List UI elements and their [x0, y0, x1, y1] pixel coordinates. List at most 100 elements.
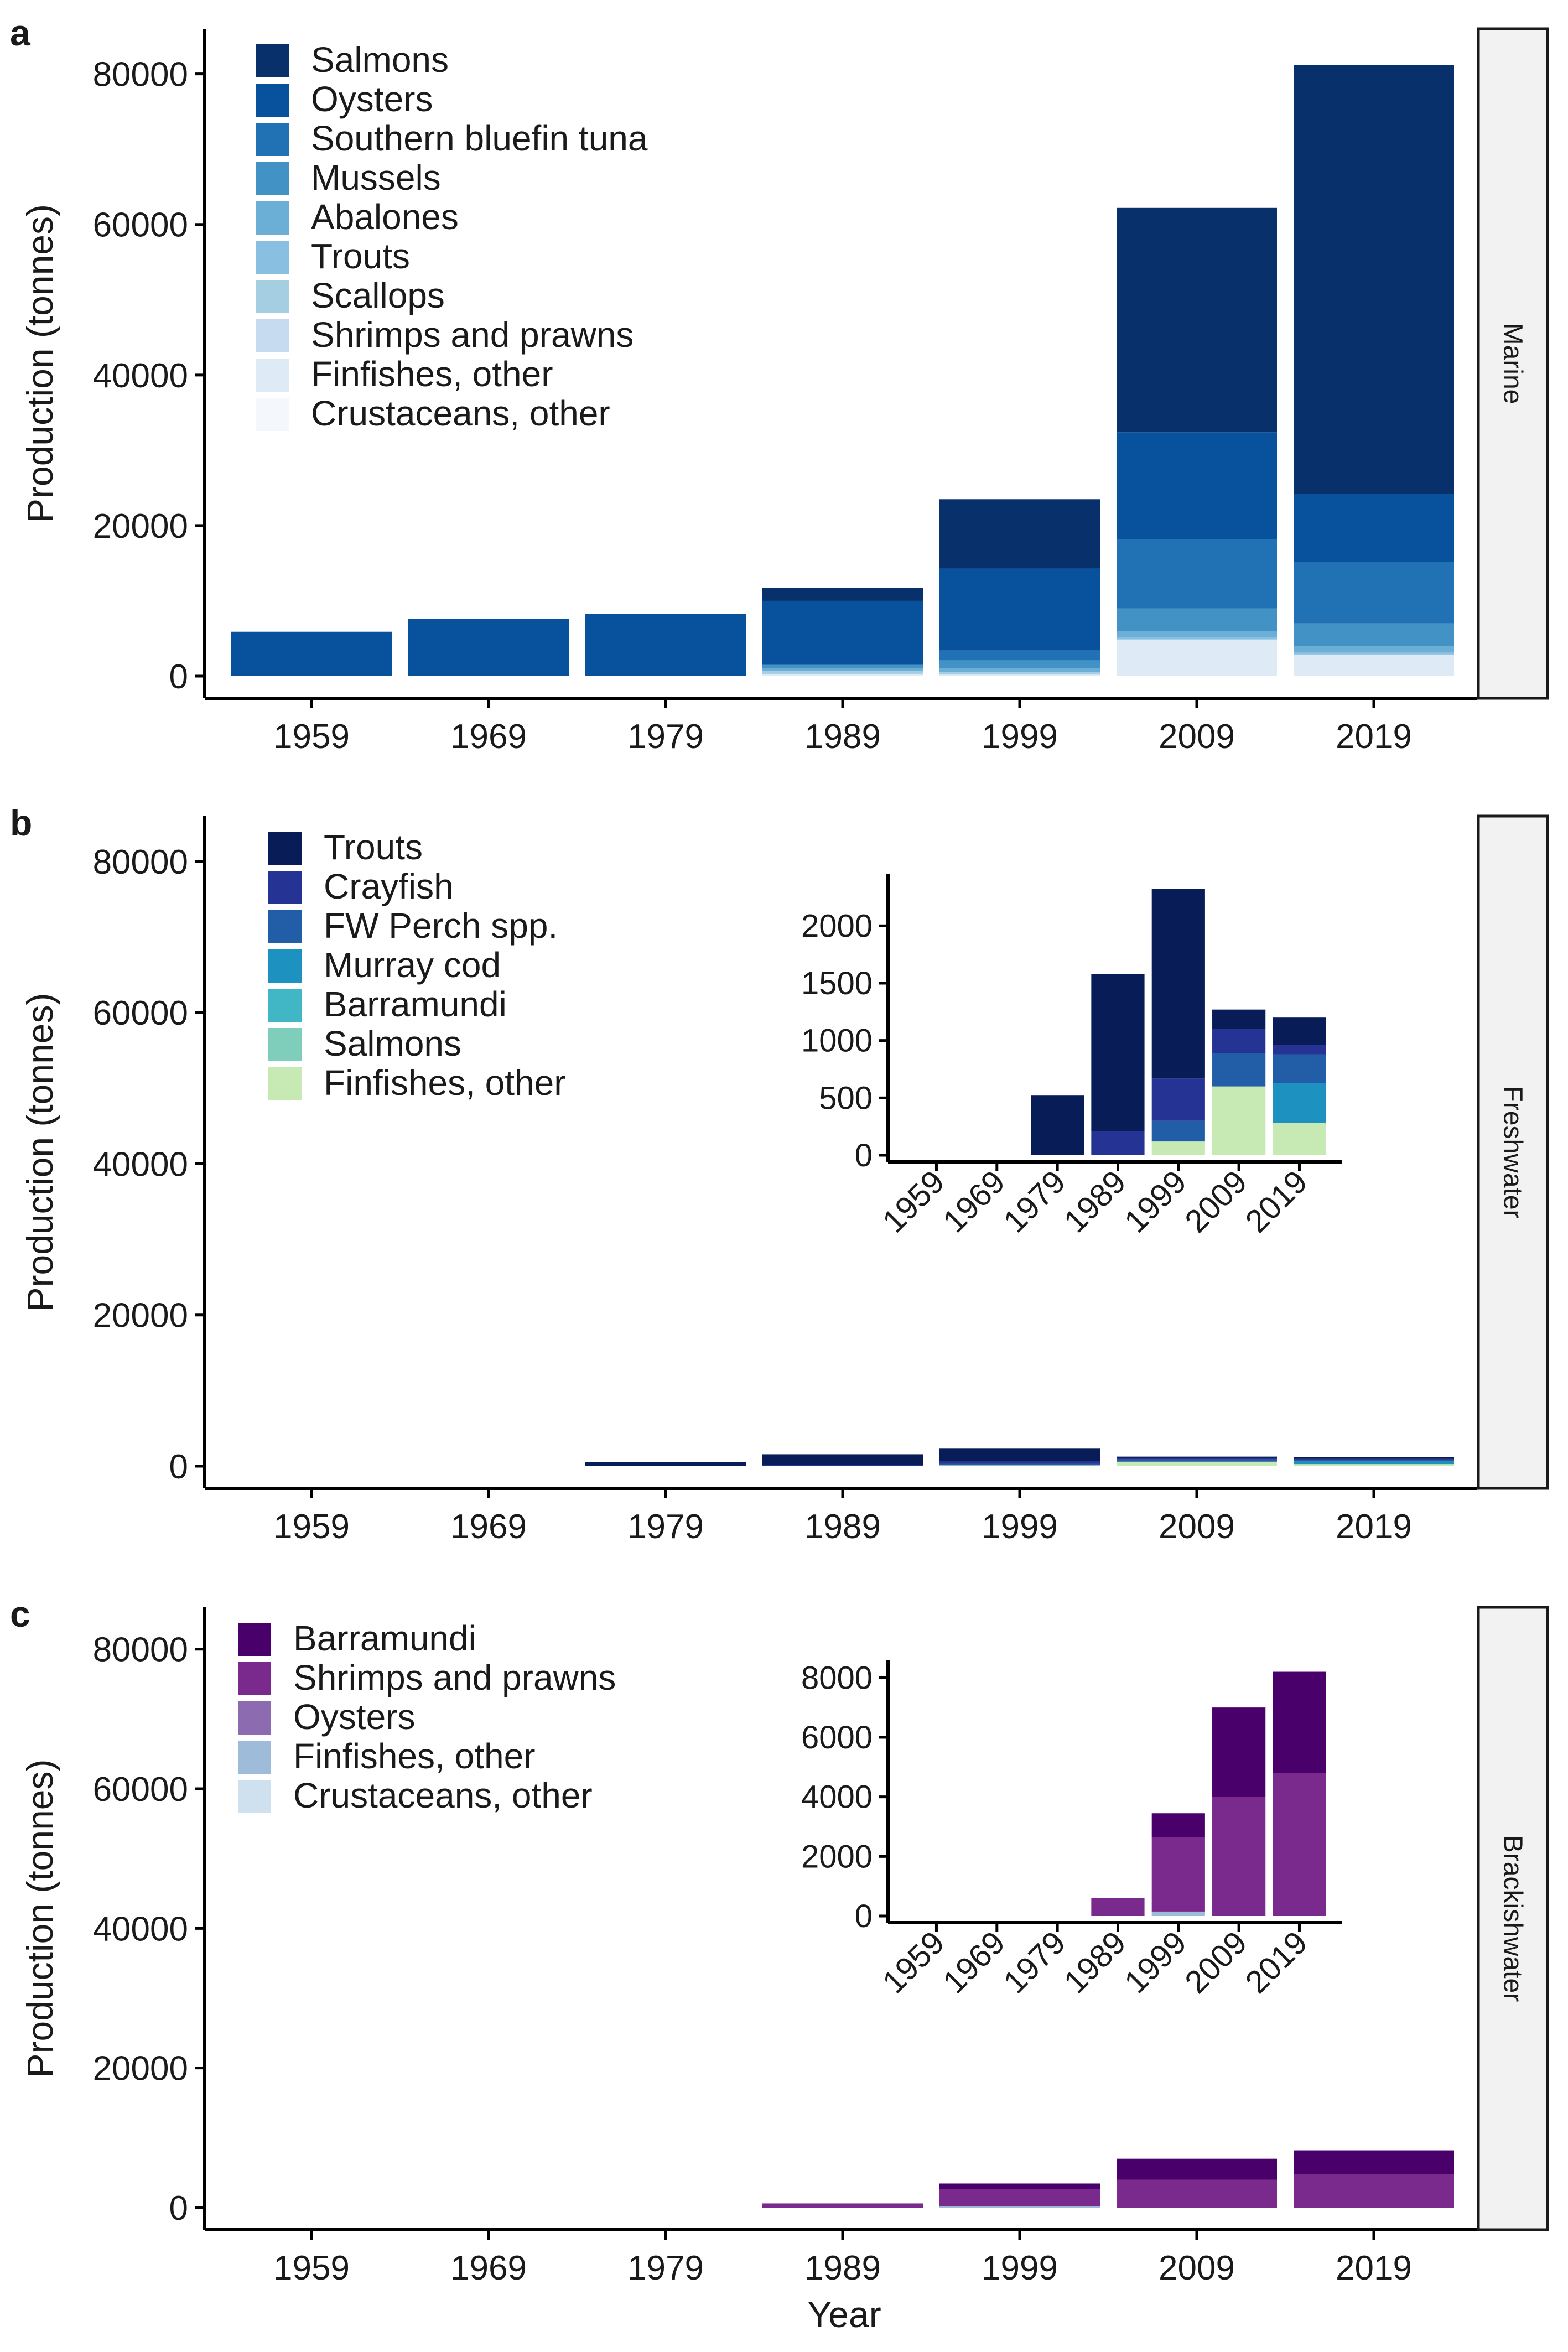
x-tick-label: 2009 [1159, 1508, 1235, 1546]
bar-1989-mussels [762, 664, 923, 669]
legend-label: FW Perch spp. [324, 906, 558, 946]
inset-y-tick-label: 4000 [801, 1779, 873, 1815]
x-tick-label: 1969 [450, 2249, 527, 2287]
legend-label: Murray cod [324, 945, 501, 985]
legend-swatch [256, 319, 289, 352]
bar-2019-murray-cod [1294, 1461, 1454, 1465]
y-tick-label: 40000 [93, 357, 188, 395]
x-axis-title: Year [807, 2294, 881, 2335]
panel-letter: c [10, 1593, 30, 1634]
y-axis-title: Production (tonnes) [19, 1759, 60, 2078]
inset-bar-2009-trouts [1212, 1009, 1266, 1029]
inset-y-tick-label: 500 [819, 1080, 873, 1116]
bar-2009-scallops [1117, 639, 1277, 640]
legend-swatch [238, 1780, 271, 1813]
bar-1979-trouts [585, 1462, 746, 1466]
inset-chart: 0 500 1000 1500 2000 195919691979198919992009… [801, 874, 1342, 1239]
y-tick-label: 0 [169, 658, 188, 696]
legend-label: Trouts [311, 236, 410, 276]
bar-2019-finfishes-other [1294, 655, 1454, 676]
bar-2019-finfishes-other [1294, 1464, 1454, 1466]
legend-swatch [268, 910, 302, 943]
y-axis-title: Production (tonnes) [19, 993, 60, 1312]
legend-swatch [238, 1623, 271, 1656]
inset-x-tick-label: 2019 [1238, 1924, 1314, 2000]
bar-2019-barramundi [1294, 2150, 1454, 2174]
y-tick-label: 80000 [93, 843, 188, 881]
bar-1989-finfishes-other [762, 673, 923, 676]
panel-a: a 0 20000 40000 60000 80000 Production (tonnes… [10, 12, 1549, 756]
x-tick-label: 2019 [1336, 1508, 1412, 1546]
inset-x-tick-label: 1969 [936, 1924, 1012, 2000]
bar-2019-crayfish [1294, 1458, 1454, 1460]
legend-swatch [256, 84, 289, 117]
inset-x-tick-label: 1979 [996, 1924, 1072, 2000]
inset-x-tick-label: 2009 [1178, 1924, 1254, 2000]
inset-bar-2009-fw-perch-spp- [1212, 1053, 1266, 1087]
legend-swatch [256, 241, 289, 274]
inset-bar-2009-shrimps-and-prawns [1212, 1797, 1266, 1916]
legend-label: Finfishes, other [324, 1063, 566, 1103]
x-tick-label: 1979 [627, 718, 704, 756]
inset-y-tick-label: 1500 [801, 965, 873, 1001]
bar-2019-abalones [1294, 646, 1454, 652]
x-tick-label: 1969 [450, 718, 527, 756]
y-tick-label: 40000 [93, 1145, 188, 1183]
bar-1999-scallops [939, 672, 1100, 675]
bar-1979-oysters [585, 614, 746, 676]
legend-label: Crustaceans, other [293, 1775, 593, 1815]
facet-strip [1477, 27, 1549, 700]
legend-label: Abalones [311, 197, 459, 237]
x-tick-label: 2009 [1159, 2249, 1235, 2287]
bar-1999-shrimps-and-prawns [939, 2189, 1100, 2207]
bar-1999-finfishes-other [939, 1465, 1100, 1466]
legend-label: Mussels [311, 158, 441, 198]
inset-bar-1999-fw-perch-spp- [1151, 1120, 1205, 1142]
x-tick-label: 1979 [627, 2249, 704, 2287]
x-tick-label: 1989 [804, 1508, 881, 1546]
legend-swatch [268, 1067, 302, 1100]
x-tick-label: 1999 [982, 2249, 1058, 2287]
panel-letter: a [10, 12, 31, 53]
inset-x-tick-label: 1959 [875, 1924, 951, 2000]
legend-label: Salmons [311, 40, 449, 80]
inset-x-tick-label: 1999 [1118, 1924, 1193, 2000]
inset-x-tick-label: 1989 [1057, 1164, 1133, 1239]
x-tick-label: 1959 [273, 2249, 350, 2287]
inset-bar-2019-murray-cod [1273, 1083, 1326, 1123]
bar-1999-fw-perch-spp- [939, 1463, 1100, 1466]
inset-bar-1999-trouts [1151, 889, 1205, 1079]
inset-x-tick-label: 1969 [936, 1164, 1012, 1239]
inset-bar-1989-crayfish [1091, 1131, 1145, 1155]
y-tick-label: 20000 [93, 507, 188, 546]
inset-x-tick-label: 1979 [996, 1164, 1072, 1239]
inset-bar-1989-shrimps-and-prawns [1091, 1898, 1145, 1916]
bar-2019-salmons [1294, 65, 1454, 494]
bar-2009-shrimps-and-prawns [1117, 2179, 1277, 2208]
bar-1989-shrimps-and-prawns [762, 2203, 923, 2208]
bar-2009-southern-bluefin-tuna [1117, 539, 1277, 609]
y-tick-label: 80000 [93, 56, 188, 94]
inset-bar-2019-shrimps-and-prawns [1273, 1773, 1326, 1916]
x-tick-label: 2009 [1159, 718, 1235, 756]
x-tick-label: 1999 [982, 1508, 1058, 1546]
inset-y-tick-label: 6000 [801, 1720, 873, 1756]
facet-strip-label: Brackishwater [1498, 1835, 1528, 2002]
bar-2009-trouts [1117, 637, 1277, 640]
inset-bar-2019-finfishes-other [1273, 1123, 1326, 1155]
inset-y-tick-label: 0 [855, 1138, 873, 1174]
inset-y-tick-label: 8000 [801, 1660, 873, 1696]
legend-swatch [238, 1741, 271, 1774]
x-tick-label: 1999 [982, 718, 1058, 756]
inset-y-tick-label: 1000 [801, 1023, 873, 1059]
bar-2009-abalones [1117, 631, 1277, 637]
inset-bar-1989-trouts [1091, 974, 1145, 1131]
legend-swatch [256, 398, 289, 431]
bar-1999-crayfish [939, 1461, 1100, 1464]
legend-swatch [256, 44, 289, 77]
facet-strip-label: Marine [1498, 323, 1528, 404]
bar-1959-oysters [231, 631, 392, 676]
legend-swatch [268, 949, 302, 983]
